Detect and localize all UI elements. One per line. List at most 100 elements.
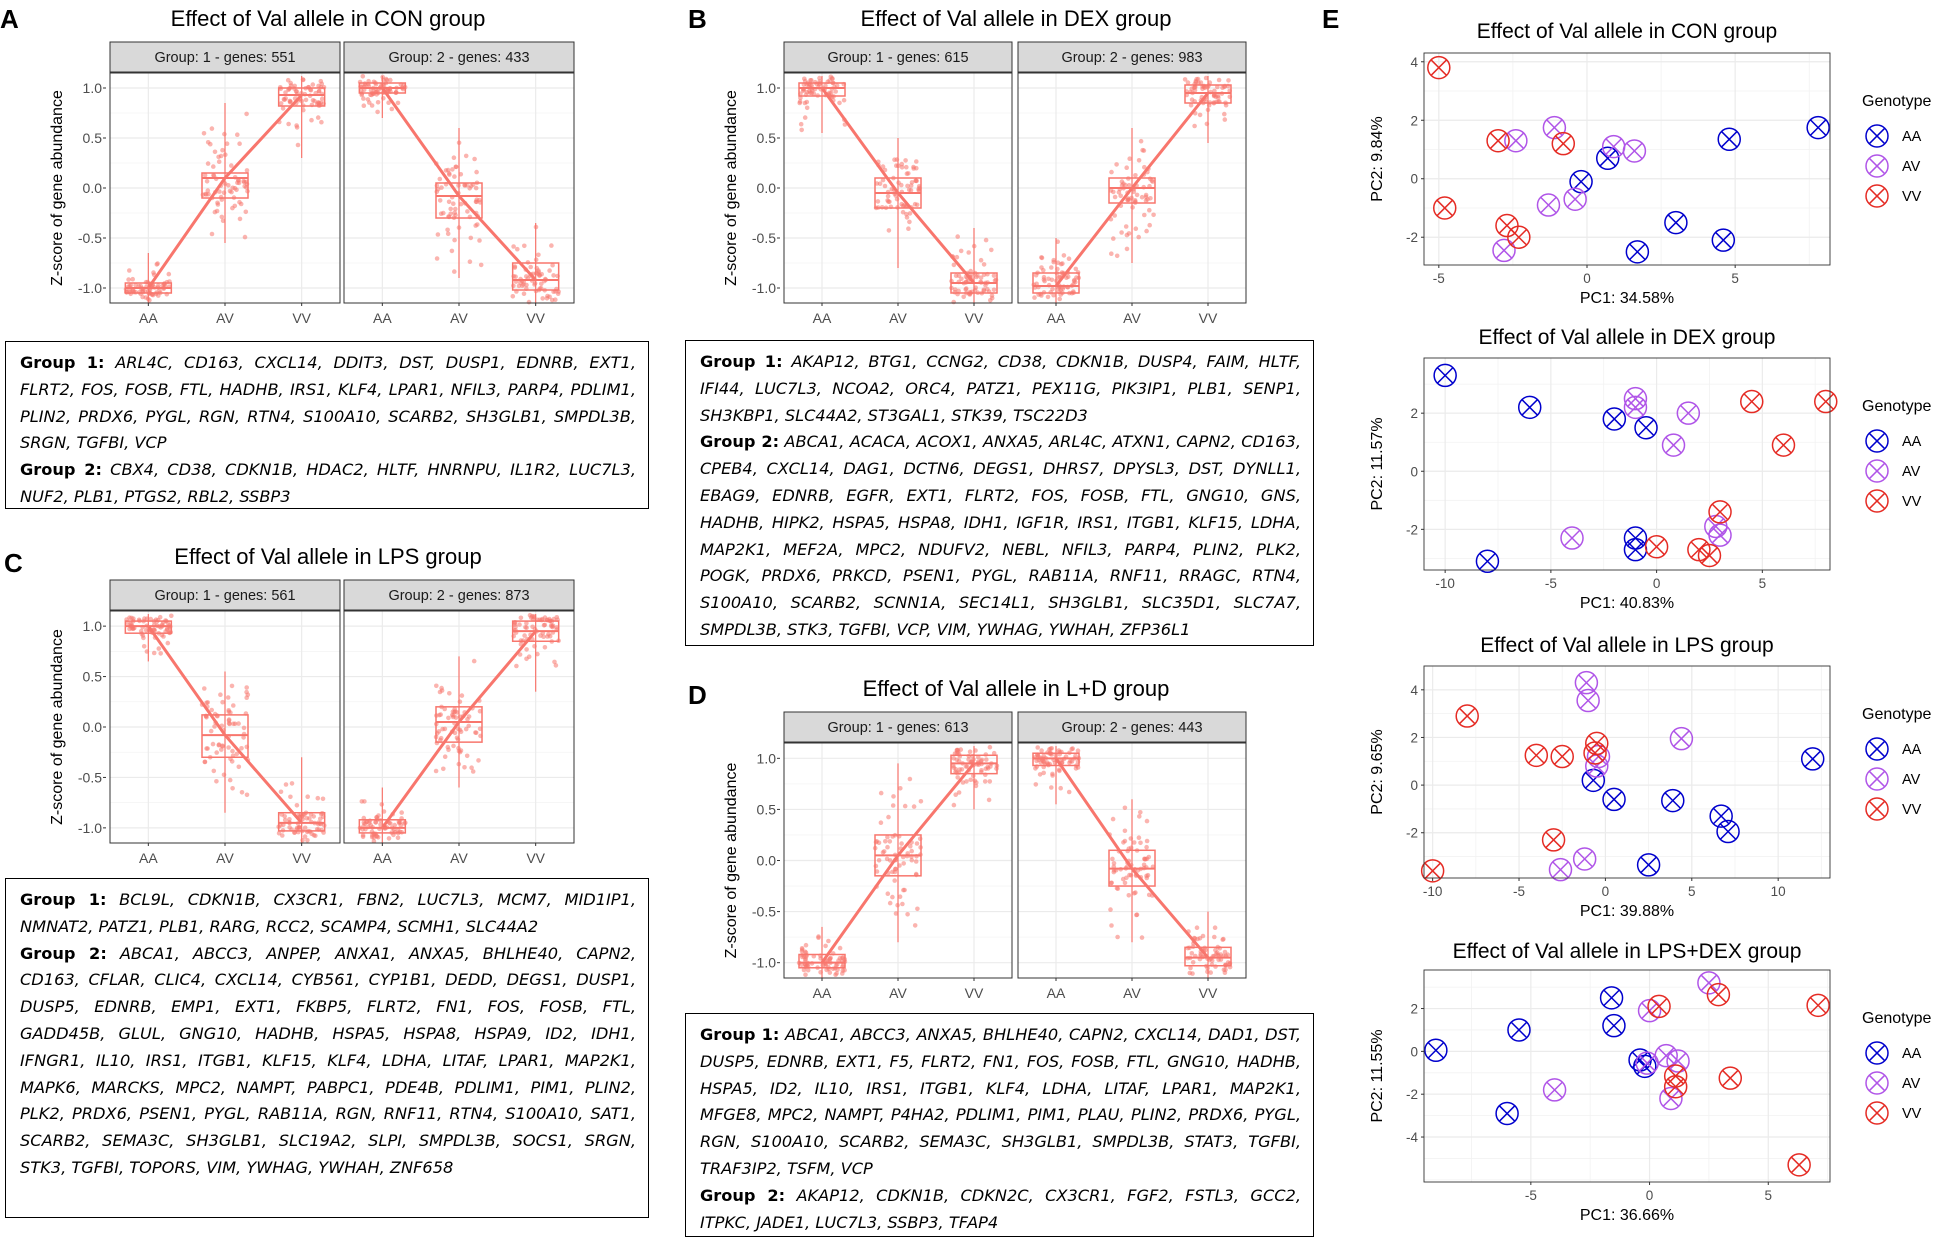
gene-point: [1215, 84, 1220, 90]
gene-point: [1127, 156, 1132, 161]
data-point-av: [1669, 726, 1694, 751]
gene-point: [514, 663, 519, 669]
gene-point: [1207, 80, 1213, 85]
legend-key-cross: [1868, 800, 1886, 818]
gene-point: [905, 912, 910, 917]
gene-point: [453, 164, 459, 170]
point-circle: [1625, 240, 1650, 264]
gene-point: [885, 834, 890, 840]
gene-point: [518, 615, 524, 621]
data-point-vv: [1432, 196, 1457, 220]
point-cross: [1775, 436, 1792, 454]
x-tick-label: 5: [1688, 884, 1696, 899]
point-cross: [1809, 996, 1827, 1014]
chart-a-ylabel: Z-score of gene abundance: [49, 90, 66, 286]
gene-point: [989, 293, 995, 298]
data-point-av: [1560, 526, 1584, 550]
gene-point: [234, 187, 239, 193]
legend-key-cross: [1868, 1074, 1886, 1092]
point-circle: [1717, 127, 1741, 152]
legend-label: AV: [1902, 159, 1921, 175]
gene-point: [1126, 183, 1132, 188]
point-circle: [1507, 1018, 1531, 1042]
point-circle: [1622, 139, 1647, 163]
gene-list-a-group2: CBX4, CD38, CDKN1B, HDAC2, HLTF, HNRNPU,…: [20, 460, 636, 506]
gene-point: [232, 721, 238, 727]
gene-point: [398, 822, 404, 828]
gene-point: [951, 765, 957, 770]
point-circle: [1666, 1049, 1690, 1073]
chart-c-ylabel: Z-score of gene abundance: [49, 629, 66, 825]
gene-point: [227, 777, 233, 783]
point-cross: [1662, 1090, 1680, 1107]
gene-point: [395, 835, 401, 841]
data-point-vv: [1524, 743, 1549, 768]
gene-point: [1039, 748, 1044, 753]
point-cross: [1657, 1047, 1675, 1064]
gene-point: [446, 715, 451, 721]
gene-point: [452, 269, 457, 274]
point-circle: [1659, 1086, 1683, 1111]
facet-strip: [1017, 711, 1247, 743]
x-tick-label: -5: [1525, 1188, 1537, 1203]
gene-point: [954, 254, 960, 260]
y-tick-label: -0.5: [78, 769, 102, 785]
chart-e1-ylabel: PC2: 9.84%: [1369, 116, 1386, 201]
gene-point: [1114, 162, 1119, 167]
gene-point: [224, 141, 230, 146]
x-tick-label: AV: [216, 850, 234, 866]
gene-point: [1115, 886, 1121, 891]
legend-key-cross: [1868, 492, 1886, 510]
gene-point: [230, 748, 235, 754]
gene-point: [883, 839, 888, 844]
gene-point: [541, 623, 547, 628]
gene-point: [530, 624, 535, 630]
gene-point: [803, 942, 809, 948]
gene-point: [226, 709, 232, 714]
point-circle: [1495, 1101, 1519, 1126]
gene-point: [318, 816, 323, 821]
gene-point: [151, 650, 157, 656]
legend-key: [1865, 767, 1889, 791]
gene-point: [239, 746, 244, 751]
gene-point: [833, 972, 838, 977]
gene-point: [539, 281, 544, 287]
gene-point: [1143, 192, 1149, 198]
gene-point: [206, 191, 211, 197]
gene-point: [442, 754, 448, 759]
gene-point: [220, 147, 225, 153]
gene-point: [439, 185, 444, 190]
point-cross: [1540, 196, 1557, 214]
data-point-aa: [1800, 747, 1825, 771]
gene-point: [318, 78, 324, 84]
gene-point: [890, 894, 895, 900]
gene-point: [1073, 266, 1079, 272]
gene-point: [241, 725, 247, 731]
y-tick-label: 0.0: [757, 180, 777, 196]
point-cross: [1510, 228, 1528, 246]
gene-point: [1138, 138, 1144, 144]
gene-point: [467, 259, 473, 265]
gene-point: [983, 752, 989, 757]
gene-point: [1139, 194, 1145, 200]
gene-point: [389, 106, 395, 112]
y-tick-label: -2: [1406, 230, 1418, 245]
point-cross: [1721, 1069, 1739, 1087]
gene-point: [804, 99, 810, 105]
gene-point: [805, 967, 811, 973]
gene-point: [817, 75, 822, 81]
point-cross: [1436, 199, 1454, 217]
legend-key: [1865, 154, 1889, 178]
gene-list-d-group1: ABCA1, ABCC3, ANXA5, BHLHE40, CAPN2, CXC…: [700, 1025, 1302, 1178]
legend-title: Genotype: [1862, 706, 1931, 723]
gene-point: [1192, 123, 1197, 129]
gene-point: [991, 273, 997, 278]
gene-point: [305, 794, 311, 799]
point-circle: [1572, 847, 1597, 871]
gene-point: [1134, 912, 1139, 918]
point-cross: [1626, 142, 1643, 160]
legend-key-cross: [1868, 187, 1886, 205]
gene-point: [875, 199, 881, 204]
point-cross: [1667, 1078, 1685, 1096]
gene-point: [913, 859, 919, 864]
